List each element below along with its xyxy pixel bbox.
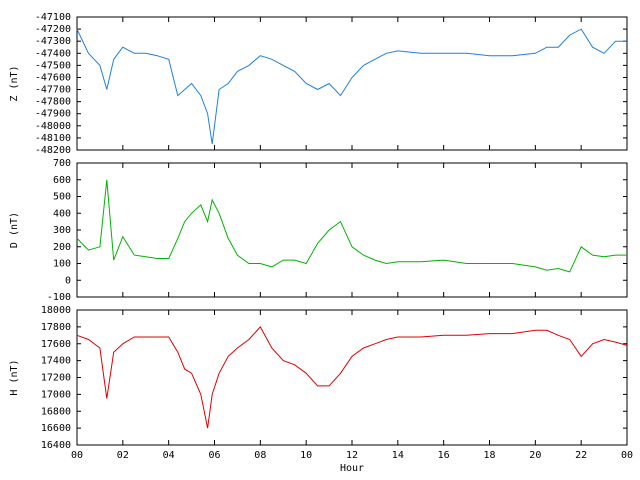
y-axis-label: Z (nT)	[9, 65, 20, 101]
y-tick-label: 100	[53, 259, 71, 270]
x-tick-label: 06	[208, 450, 220, 461]
x-axis-label: Hour	[340, 463, 364, 474]
y-tick-label: 600	[53, 175, 71, 186]
x-tick-label: 22	[575, 450, 587, 461]
y-tick-label: -47800	[35, 97, 71, 108]
y-tick-label: 200	[53, 242, 71, 253]
x-tick-label: 00	[621, 450, 633, 461]
y-tick-label: 17600	[41, 339, 71, 350]
data-line	[76, 179, 627, 273]
y-tick-label: 500	[53, 192, 71, 203]
y-tick-label: 17400	[41, 356, 71, 367]
y-tick-label: -47700	[35, 85, 71, 96]
y-tick-label: 400	[53, 208, 71, 219]
y-tick-label: 17000	[41, 389, 71, 400]
y-tick-label: 300	[53, 225, 71, 236]
plot-frame	[76, 162, 628, 298]
data-line	[76, 326, 628, 429]
x-tick-label: 18	[483, 450, 495, 461]
y-tick-label: 16600	[41, 423, 71, 434]
y-axis-label: D (nT)	[9, 212, 20, 248]
x-tick-label: 10	[300, 450, 312, 461]
y-tick-label: -100	[47, 292, 71, 303]
x-tick-label: 04	[163, 450, 175, 461]
plot-frame	[76, 16, 628, 151]
data-line	[76, 28, 627, 145]
y-tick-label: 16800	[41, 406, 71, 417]
x-tick-label: 16	[438, 450, 450, 461]
x-tick-label: 02	[117, 450, 129, 461]
y-axis-label: H (nT)	[9, 359, 20, 395]
y-tick-label: -47900	[35, 109, 71, 120]
y-tick-label: 17800	[41, 322, 71, 333]
y-tick-label: -47100	[35, 12, 71, 23]
x-tick-label: 14	[392, 450, 404, 461]
y-tick-label: 16400	[41, 440, 71, 451]
y-tick-label: 18000	[41, 305, 71, 316]
y-tick-label: -48200	[35, 145, 71, 156]
y-tick-label: -48100	[35, 133, 71, 144]
x-tick-label: 20	[529, 450, 541, 461]
y-tick-label: -47600	[35, 72, 71, 83]
x-tick-label: 08	[254, 450, 266, 461]
y-tick-label: -47200	[35, 24, 71, 35]
y-tick-label: 0	[65, 275, 71, 286]
y-tick-label: -47500	[35, 60, 71, 71]
y-tick-label: -47300	[35, 36, 71, 47]
y-tick-label: -48000	[35, 121, 71, 132]
x-tick-label: 00	[71, 450, 83, 461]
x-tick-label: 12	[346, 450, 358, 461]
y-tick-label: -47400	[35, 48, 71, 59]
y-tick-label: 17200	[41, 373, 71, 384]
y-tick-label: 700	[53, 158, 71, 169]
